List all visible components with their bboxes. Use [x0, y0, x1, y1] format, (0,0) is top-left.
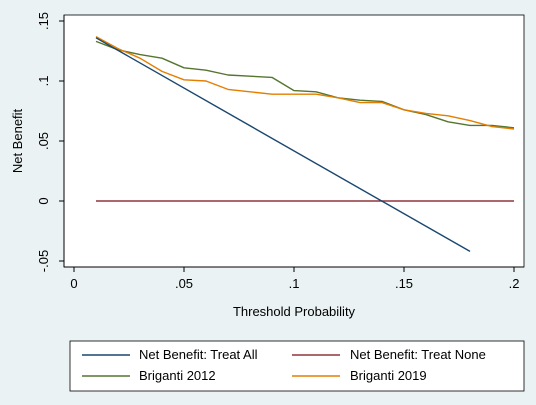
legend-label-treat-all: Net Benefit: Treat All	[139, 347, 258, 362]
series-line-briganti-2019	[95, 35, 515, 130]
series-line-net-benefit-treat-all	[95, 37, 471, 253]
legend: Net Benefit: Treat All Net Benefit: Trea…	[69, 340, 525, 392]
x-tick-label: .1	[289, 276, 300, 291]
y-tick-label: .15	[36, 12, 51, 30]
legend-label-treat-none: Net Benefit: Treat None	[350, 347, 486, 362]
legend-label-briganti-2012: Briganti 2012	[139, 368, 216, 383]
x-tick-label: 0	[70, 276, 77, 291]
y-axis-ticks: -.05 0 .05 .1 .15	[36, 12, 64, 272]
y-axis-title: Net Benefit	[10, 108, 25, 173]
x-axis-title: Threshold Probability	[233, 304, 356, 319]
y-tick-label: -.05	[36, 250, 51, 272]
legend-label-briganti-2019: Briganti 2019	[350, 368, 427, 383]
x-axis-ticks: 0 .05 .1 .15 .2	[70, 267, 519, 291]
x-tick-label: .05	[175, 276, 193, 291]
legend-box	[69, 340, 525, 392]
series-line-briganti-2012	[95, 40, 515, 129]
series-layer	[95, 35, 515, 253]
x-tick-label: .15	[395, 276, 413, 291]
y-tick-label: .1	[36, 76, 51, 87]
x-tick-label: .2	[509, 276, 520, 291]
plot-region-background	[64, 15, 524, 267]
y-tick-label: .05	[36, 132, 51, 150]
y-tick-label: 0	[36, 197, 51, 204]
